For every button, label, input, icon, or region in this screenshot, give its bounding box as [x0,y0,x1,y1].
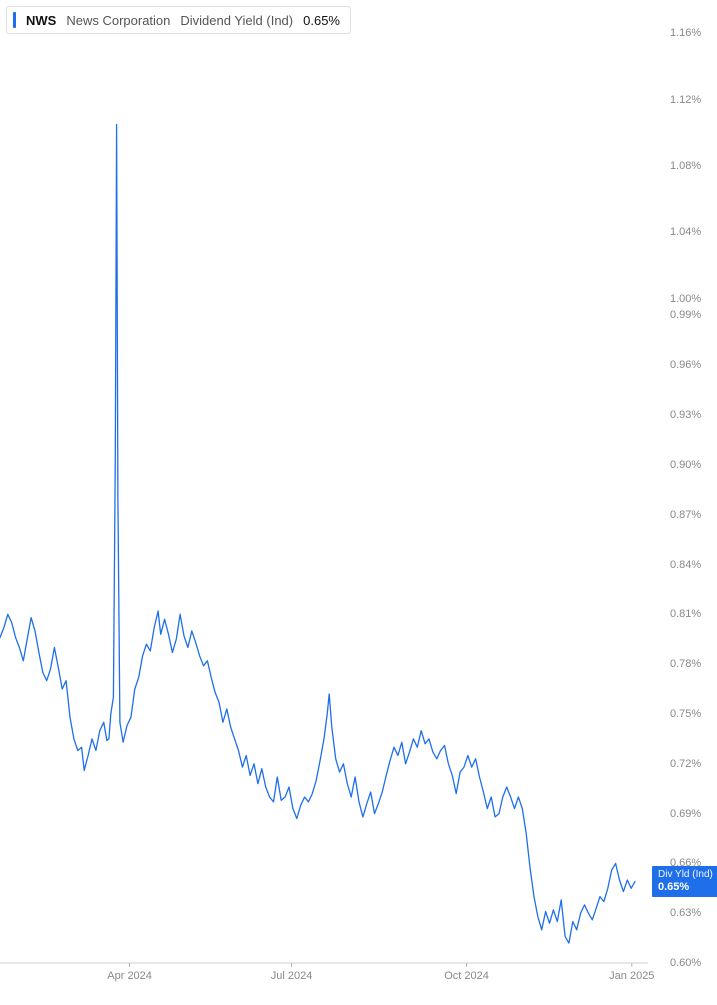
y-axis-label: 0.84% [670,559,701,571]
legend-name: News Corporation [66,13,170,28]
x-axis-label: Oct 2024 [444,970,489,982]
y-axis-label: 0.90% [670,459,701,471]
y-axis-label: 0.81% [670,608,701,620]
y-axis-label: 0.87% [670,509,701,521]
y-axis-label: 0.60% [670,957,701,969]
y-axis-label: 0.75% [670,708,701,720]
y-axis-label: 0.93% [670,409,701,421]
y-axis-label: 0.78% [670,658,701,670]
x-axis-label: Jan 2025 [609,970,654,982]
y-axis-label: 0.63% [670,907,701,919]
y-axis-label: 0.96% [670,359,701,371]
y-axis-label: 1.04% [670,226,701,238]
x-axis-label: Apr 2024 [107,970,152,982]
chart-legend: NWS News Corporation Dividend Yield (Ind… [6,6,351,34]
legend-ticker: NWS [26,13,56,28]
y-axis-label: 0.69% [670,808,701,820]
legend-metric: Dividend Yield (Ind) [180,13,293,28]
legend-series-marker [13,12,16,28]
chart-canvas[interactable] [0,0,717,1005]
current-value-tag: Div Yld (Ind) 0.65% [652,866,717,897]
y-axis-label: 0.72% [670,758,701,770]
legend-value: 0.65% [303,13,340,28]
series-line [0,125,635,944]
y-axis-label: 1.12% [670,94,701,106]
y-axis-label: 1.00% [670,293,701,305]
y-axis-label: 0.99% [670,309,701,321]
current-value-tag-title: Div Yld (Ind) [658,869,713,881]
y-axis-label: 1.08% [670,160,701,172]
x-axis-label: Jul 2024 [271,970,313,982]
current-value-tag-value: 0.65% [658,881,713,894]
y-axis-label: 1.16% [670,27,701,39]
